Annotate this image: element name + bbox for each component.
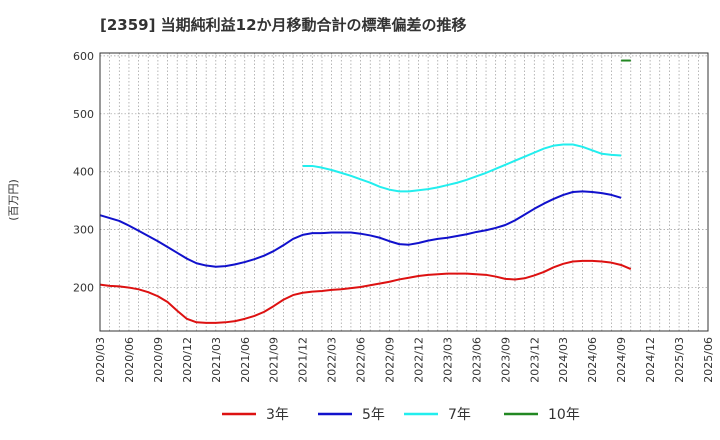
y-tick-labels: 200 300 400 500 600 (73, 50, 94, 295)
chart-title: [2359] 当期純利益12か月移動合計の標準偏差の推移 (100, 16, 467, 34)
x-tick-label: 2020/12 (181, 337, 194, 383)
y-tick-label: 300 (73, 224, 94, 237)
series (99, 59, 632, 324)
legend-label: 10年 (548, 407, 580, 423)
x-tick-label: 2022/03 (326, 337, 339, 383)
series-line-5年 (99, 190, 622, 268)
x-tick-label: 2024/12 (644, 337, 657, 383)
x-tick-label: 2023/12 (528, 337, 541, 383)
y-tick-label: 200 (73, 282, 94, 295)
series-line-3年 (99, 259, 632, 324)
x-tick-label: 2025/03 (673, 337, 686, 383)
x-tick-label: 2024/09 (615, 337, 628, 383)
x-tick-labels: 2020/03 2020/06 2020/09 2020/12 2021/03 2021/… (94, 337, 715, 383)
x-tick-label: 2021/09 (268, 337, 281, 383)
plot-frame (99, 52, 709, 332)
y-axis-label: (百万円) (7, 179, 20, 221)
x-tick-label: 2020/03 (94, 337, 107, 383)
grid (100, 53, 708, 331)
x-tick-label: 2024/06 (586, 337, 599, 383)
legend-label: 3年 (266, 407, 289, 423)
x-tick-label: 2022/09 (384, 337, 397, 383)
x-tick-label: 2025/06 (702, 337, 715, 383)
x-tick-label: 2022/12 (412, 337, 425, 383)
legend-label: 5年 (362, 407, 385, 423)
x-tick-label: 2023/06 (470, 337, 483, 383)
y-tick-label: 500 (73, 108, 94, 121)
x-tick-label: 2023/09 (499, 337, 512, 383)
y-tick-label: 400 (73, 166, 94, 179)
x-tick-label: 2021/06 (239, 337, 252, 383)
x-tick-label: 2020/09 (152, 337, 165, 383)
x-tick-label: 2021/12 (297, 337, 310, 383)
y-tick-label: 600 (73, 50, 94, 63)
series-line-7年 (302, 143, 622, 193)
x-tick-label: 2021/03 (210, 337, 223, 383)
x-tick-label: 2020/06 (123, 337, 136, 383)
legend-label: 7年 (448, 407, 471, 423)
x-tick-label: 2022/06 (355, 337, 368, 383)
x-tick-label: 2023/03 (441, 337, 454, 383)
legend: 3年 5年 7年 10年 (222, 407, 580, 423)
x-tick-label: 2024/03 (557, 337, 570, 383)
